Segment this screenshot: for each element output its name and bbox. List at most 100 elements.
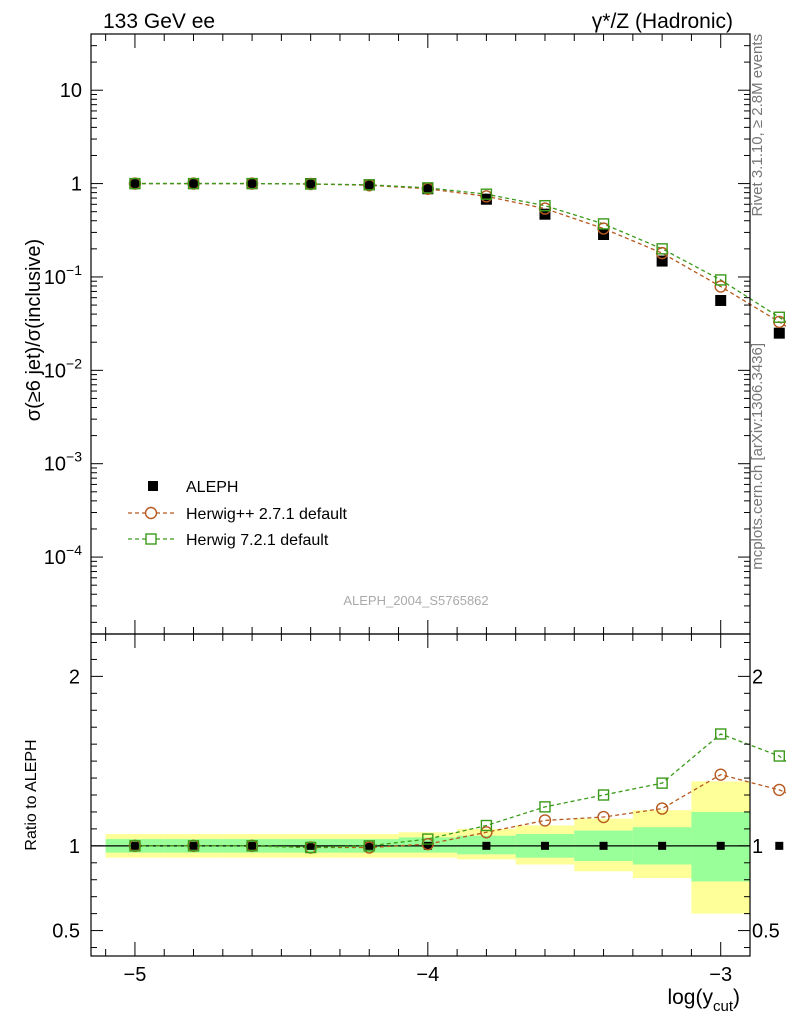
legend-entry-herwig7: Herwig 7.2.1 default: [128, 532, 329, 549]
ratio-herwigpp-point: [597, 810, 610, 824]
herwig7-point: [304, 178, 317, 190]
ratio-herwig7-point: [129, 840, 141, 852]
main-series-layer: [128, 177, 786, 339]
herwig7-point: [187, 177, 200, 190]
x-axis-label: log(ycut): [667, 986, 740, 1015]
y-tick-label-base: 10: [44, 267, 66, 289]
ratio-aleph-point: [306, 841, 315, 850]
y-tick-label: 10: [60, 80, 82, 102]
y-tick-label: 10−4: [44, 542, 82, 569]
herwig7-point: [597, 218, 610, 230]
y-tick-label-exponent: −4: [66, 542, 82, 558]
ratio-herwig7-point: [480, 819, 493, 832]
ratio-aleph-point: [482, 841, 491, 850]
y-tick-label-base: 10: [44, 547, 66, 569]
y-tick-label-exponent: −2: [66, 355, 82, 371]
y-tick-label: 1: [71, 174, 82, 196]
y-tick-label: 10−1: [44, 262, 82, 289]
herwig7-point: [363, 179, 375, 191]
herwig7-point: [715, 274, 727, 286]
y-tick-label-base: 10: [44, 360, 66, 382]
ratio-y-tick-label-left: 0.5: [52, 921, 80, 943]
ratio-aleph-point: [130, 841, 139, 850]
x-axis-label-close: ): [733, 986, 740, 1009]
ratio-y-tick-label-right: 0.5: [752, 921, 780, 943]
ratio-aleph-point: [248, 841, 257, 850]
ratio-herwigpp-point: [655, 802, 669, 815]
ratio-plot-frame: [90, 633, 751, 957]
ratio-herwig7-line: [134, 733, 786, 849]
herwigpp-point: [714, 280, 727, 293]
herwig7-point: [246, 177, 258, 190]
ratio-herwig7-point: [539, 801, 551, 813]
legend-herwigpp-label: Herwig++ 2.7.1 default: [186, 506, 348, 523]
legend-aleph-marker: [148, 481, 158, 491]
aleph-data-point: [363, 179, 375, 191]
process-title: γ*/Z (Hadronic): [592, 10, 733, 33]
legend-aleph-label: ALEPH: [186, 479, 238, 496]
herwig7-point: [773, 311, 785, 323]
aleph-data-point: [188, 178, 200, 190]
x-tick-label: −4: [416, 964, 439, 986]
herwig7-point: [422, 182, 434, 194]
ratio-y-tick-label-left: 2: [69, 666, 80, 688]
aleph-data-point: [773, 327, 785, 339]
x-tick-label: −3: [709, 964, 732, 986]
main-ylabel: σ(≥6 jet)/σ(inclusive): [23, 239, 45, 421]
ratio-aleph-point: [775, 841, 784, 850]
analysis-id-label: ALEPH_2004_S5765862: [343, 593, 488, 608]
ratio-herwig7-point: [656, 777, 668, 789]
herwig7-point: [656, 243, 668, 255]
ratio-axes: 2 2 1 1 0.5 0.5 −5 −4 −3: [52, 633, 780, 986]
ratio-herwig7-point: [422, 833, 434, 845]
legend: ALEPH Herwig++ 2.7.1 default Herwig 7.2.…: [128, 479, 348, 549]
ratio-aleph-point: [540, 841, 549, 850]
ratio-herwig7-point: [715, 728, 727, 740]
ratio-herwigpp-point: [538, 814, 552, 827]
y-tick-label: 10−2: [44, 355, 82, 382]
ratio-series-layer: [128, 728, 786, 854]
aleph-data-point: [129, 178, 141, 190]
legend-herwig7-label: Herwig 7.2.1 default: [186, 532, 329, 549]
aleph-data-point: [246, 178, 258, 190]
x-axis-label-subscript: cut: [713, 998, 734, 1015]
y-tick-label: 10−3: [44, 449, 82, 476]
herwig7-line: [134, 182, 786, 323]
ratio-y-tick-label-right: 1: [752, 836, 763, 858]
y-tick-label-base: 10: [44, 454, 66, 476]
ratio-y-tick-label-right: 2: [752, 666, 763, 688]
process-label: 133 GeV ee: [103, 10, 215, 33]
legend-herwigpp-marker: [144, 506, 158, 520]
aleph-data-point: [305, 178, 317, 190]
ratio-aleph-point: [716, 841, 725, 850]
ratio-herwigpp-point: [714, 768, 727, 781]
y-tick-label-exponent: −3: [66, 449, 82, 465]
ratio-herwigpp-point: [480, 826, 493, 839]
ratio-herwig7-point: [597, 789, 610, 801]
ratio-aleph-point: [658, 841, 667, 850]
ratio-herwig7-point: [187, 840, 200, 852]
x-tick-label: −5: [124, 964, 147, 986]
rivet-version-label: Rivet 3.1.10, ≥ 2.8M events: [749, 34, 766, 217]
ratio-herwig7-point: [246, 840, 258, 852]
ratio-herwigpp-point: [773, 783, 786, 797]
herwig7-point: [480, 188, 493, 200]
ratio-aleph-point: [423, 841, 432, 850]
aleph-data-point: [422, 183, 434, 195]
legend-entry-herwigpp: Herwig++ 2.7.1 default: [128, 506, 348, 523]
y-tick-label-exponent: −1: [66, 262, 82, 278]
ratio-herwig7-point: [304, 841, 317, 854]
aleph-data-point: [715, 294, 727, 306]
legend-entry-aleph: ALEPH: [148, 479, 238, 496]
mcplots-label: mcplots.cern.ch [arXiv:1306.3436]: [749, 343, 766, 570]
ratio-herwig7-point: [363, 840, 375, 852]
ratio-ylabel: Ratio to ALEPH: [23, 739, 40, 850]
ratio-aleph-point: [599, 841, 608, 850]
ratio-herwig7-point: [773, 750, 785, 762]
ratio-aleph-point: [189, 841, 198, 850]
ratio-y-tick-label-left: 1: [69, 836, 80, 858]
herwig7-point: [539, 199, 551, 212]
herwigpp-line: [134, 182, 786, 328]
ratio-aleph-point: [365, 841, 374, 850]
